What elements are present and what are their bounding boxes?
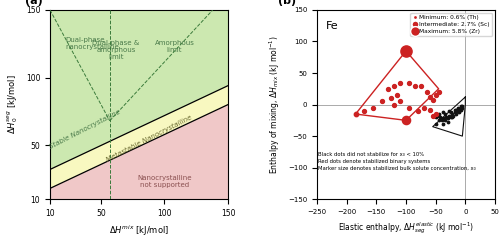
Point <box>432 112 440 116</box>
Point <box>432 93 440 97</box>
Point <box>446 110 454 114</box>
Point <box>428 98 436 102</box>
Point <box>434 90 442 94</box>
Point <box>448 115 456 119</box>
Point <box>405 80 413 84</box>
Point <box>426 95 434 99</box>
Polygon shape <box>50 10 228 170</box>
Point <box>454 109 462 113</box>
Point <box>454 106 462 110</box>
Point <box>456 105 464 109</box>
Point <box>439 122 447 125</box>
Point <box>438 118 446 122</box>
Text: Metastable Nanocrystalline: Metastable Nanocrystalline <box>106 114 193 163</box>
Point <box>444 120 452 124</box>
Point <box>417 84 425 88</box>
Point <box>440 118 448 122</box>
Point <box>440 112 448 116</box>
Point <box>444 114 452 118</box>
Point <box>402 49 410 53</box>
Point <box>423 90 431 94</box>
Point <box>450 108 458 112</box>
Point <box>452 108 460 112</box>
Point <box>426 108 434 112</box>
Text: Stable Nanocrystalline: Stable Nanocrystalline <box>48 108 121 150</box>
Polygon shape <box>50 105 228 199</box>
Legend: Minimum: 0.6% (Th), Intermediate: 2.7% (Sc), Maximum: 5.8% (Zr): Minimum: 0.6% (Th), Intermediate: 2.7% (… <box>410 13 492 36</box>
Point <box>458 104 466 108</box>
Text: Fe: Fe <box>326 21 338 31</box>
Point <box>414 109 422 113</box>
Point <box>456 110 464 114</box>
Point <box>446 115 454 119</box>
Point <box>378 99 386 103</box>
Point <box>393 93 401 97</box>
Point <box>402 118 410 122</box>
Point <box>433 114 441 118</box>
Text: (b): (b) <box>278 0 296 6</box>
Point <box>458 106 466 110</box>
Text: Dual-phase &
amorphous
limit: Dual-phase & amorphous limit <box>92 40 140 60</box>
Point <box>434 118 442 122</box>
Point <box>450 114 458 118</box>
Point <box>434 112 442 116</box>
Point <box>405 106 413 110</box>
Y-axis label: $\Delta H_0^{seg}$ [kJ/mol]: $\Delta H_0^{seg}$ [kJ/mol] <box>6 75 20 134</box>
Point <box>428 114 436 118</box>
Point <box>396 99 404 103</box>
Point <box>436 115 444 119</box>
Point <box>448 112 456 116</box>
Point <box>387 96 395 100</box>
Text: Nanocrystalline
not supported: Nanocrystalline not supported <box>137 175 192 188</box>
Text: (a): (a) <box>25 0 43 6</box>
Text: Black dots did not stabilize for x₀ < 10%
Red dots denote stabilized binary syst: Black dots did not stabilize for x₀ < 10… <box>318 152 476 171</box>
Point <box>439 117 447 121</box>
X-axis label: Elastic enthalpy, $\Delta H_{seg}^{elastic}$ (kJ mol$^{-1}$): Elastic enthalpy, $\Delta H_{seg}^{elast… <box>338 220 474 236</box>
Point <box>444 117 452 121</box>
X-axis label: $\Delta H^{mix}$ [kJ/mol]: $\Delta H^{mix}$ [kJ/mol] <box>109 224 169 238</box>
Point <box>456 107 464 111</box>
Point <box>411 84 419 88</box>
Point <box>360 109 368 113</box>
Y-axis label: Enthalpy of mixing, $\Delta H_{mix}$ (kJ mol$^{-1}$): Enthalpy of mixing, $\Delta H_{mix}$ (kJ… <box>268 35 282 174</box>
Point <box>390 84 398 88</box>
Point <box>432 115 440 119</box>
Point <box>432 122 440 125</box>
Point <box>444 109 452 113</box>
Point <box>384 87 392 91</box>
Point <box>420 106 428 110</box>
Point <box>439 110 447 114</box>
Point <box>456 108 464 112</box>
Point <box>390 103 398 107</box>
Text: Amorphous
limit: Amorphous limit <box>154 40 194 53</box>
Point <box>370 106 378 110</box>
Point <box>442 115 450 119</box>
Point <box>452 112 460 116</box>
Polygon shape <box>50 86 228 188</box>
Text: Dual-phase
nanocrystalline: Dual-phase nanocrystalline <box>66 37 119 50</box>
Point <box>352 112 360 116</box>
Point <box>450 110 458 114</box>
Point <box>396 80 404 84</box>
